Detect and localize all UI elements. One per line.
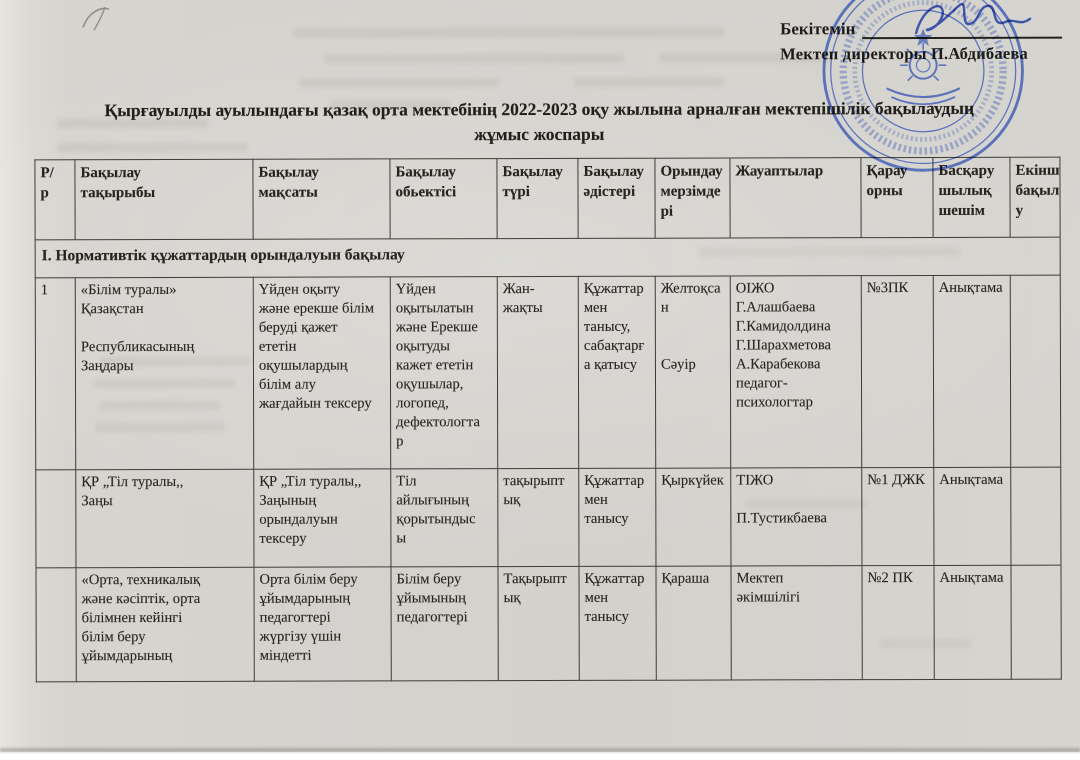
cell-goal: Орта білім беру ұйымдарының педагогтері … [253,566,392,682]
table-row: ҚР „Тіл туралы,, Заңы ҚР „Тіл туралы,, З… [35,467,1061,568]
cell-second-control [1010,565,1062,680]
approval-block: Бекітемін Мектеп директоры П.Абдибаева [780,2,1063,65]
cell-num [35,469,76,568]
cell-goal: ҚР „Тіл туралы,, Заңының орындалуын текс… [253,468,391,568]
cell-object: Үйден оқытылатын және Ерекше оқытуды каж… [390,276,498,469]
table-row: 1 «Білім туралы» Қазақстан Республикасын… [35,275,1061,470]
scan-bottom-edge [0,748,1080,752]
cell-methods: Құжаттар мен танысу [578,566,657,681]
cell-second-control [1010,275,1061,468]
director-signature [915,2,1032,35]
handwritten-mark [82,6,110,31]
cell-type: тақырыпт ық [497,468,579,567]
cell-responsible: Мектеп әкімшілігі [730,565,863,681]
cell-num [35,567,77,682]
cell-type: Тақырыпт ық [497,566,580,681]
section-title: І. Нормативтік құжаттардың орындалуын ба… [35,237,1061,278]
cell-methods: Құжаттар мен танысу [578,468,656,567]
cell-responsible: ОІЖО Г.Алашбаева Г.Камидолдина Г.Шарахме… [730,275,862,469]
control-plan-table: Р/ р Бақылау тақырыбы Бақылау мақсаты Ба… [34,157,1062,683]
cell-second-control [1010,467,1061,566]
header-num: Р/ р [34,159,76,240]
cell-terms: Қараша [655,566,732,681]
cell-topic: «Білім туралы» Қазақстан Республикасының… [75,277,254,470]
header-topic: Бақылау тақырыбы [74,159,254,240]
header-methods: Бақылау әдістері [577,158,656,239]
cell-decision: Анықтама [933,467,1011,566]
bleed-through-line [299,78,500,88]
cell-num: 1 [35,277,76,470]
cell-topic: «Орта, техникалық және кәсіптік, орта бі… [75,567,255,682]
cell-goal: Үйден оқыту және ерекше білім беруді қаж… [253,276,391,470]
cell-terms: Желтоқса н Сәуір [655,276,731,469]
cell-topic: ҚР „Тіл туралы,, Заңы [75,469,254,568]
header-goal: Бақылау мақсаты [252,158,391,240]
cell-place: №3ПК [861,275,934,468]
cell-decision: Анықтама [933,275,1011,468]
cell-responsible: ТІЖО П.Тустикбаева [730,467,862,567]
cell-place: №2 ПК [861,565,935,680]
cell-methods: Құжаттар мен танысу, сабақтарғ а қатысу [578,276,656,469]
signature-line [862,2,1063,40]
cell-object: Білім беру ұйымының педагогтері [390,566,499,681]
cell-place: №1 ДЖК [861,467,934,566]
cell-terms: Қыркүйек [655,468,731,567]
cell-decision: Анықтама [933,565,1012,680]
section-row: І. Нормативтік құжаттардың орындалуын ба… [35,237,1061,278]
cell-object: Тіл айлығының қорытындыс ы [390,468,498,567]
bleed-through-line [574,77,725,87]
cell-type: Жан- жақты [497,276,579,469]
table-row: «Орта, техникалық және кәсіптік, орта бі… [35,565,1062,682]
school-stamp-icon [822,0,1024,172]
bleed-through-line [294,27,725,38]
header-terms: Орындау мерзімде рі [654,158,731,239]
header-object: Бақылау обьектісі [389,158,498,239]
header-type: Бақылау түрі [496,158,579,239]
bleed-through-line [324,53,625,64]
